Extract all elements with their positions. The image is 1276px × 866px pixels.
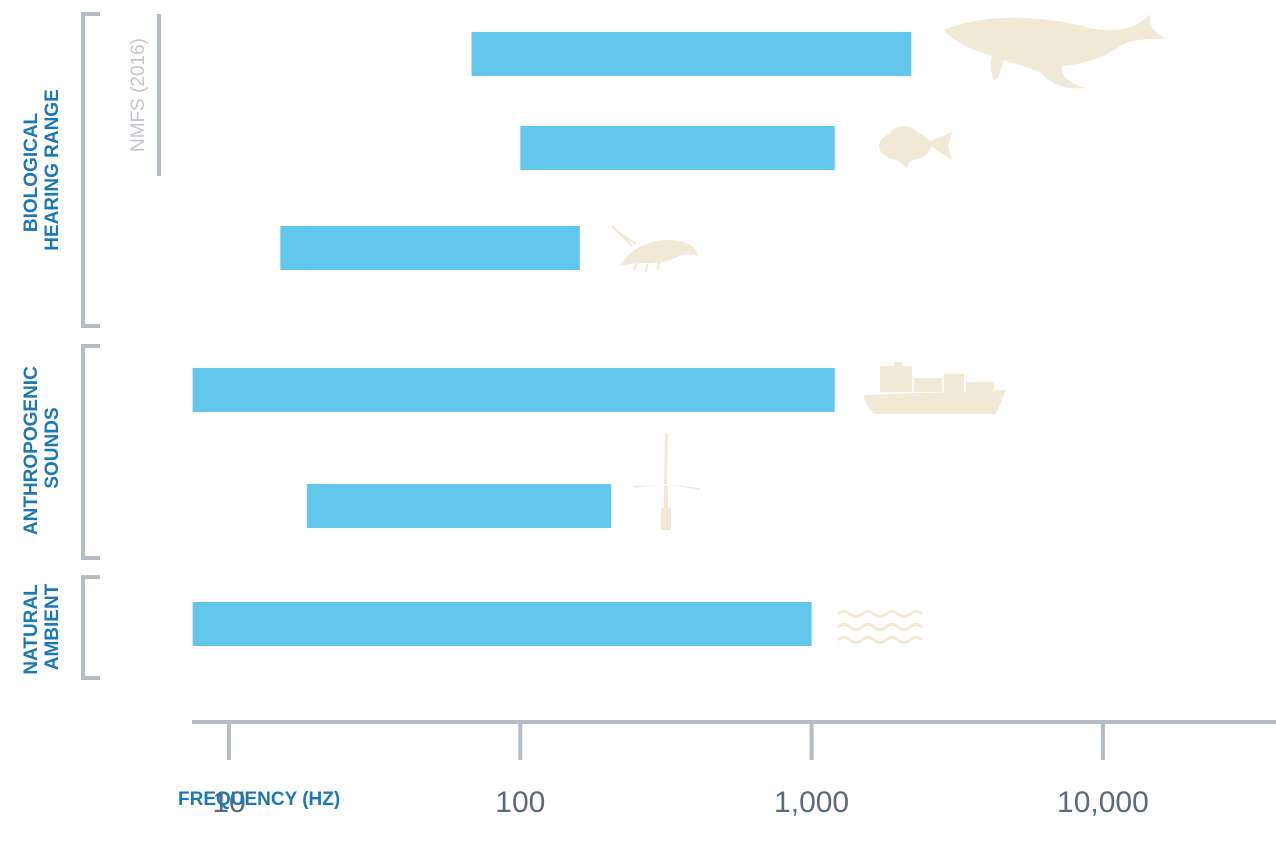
ship-icon (864, 362, 1006, 414)
x-axis: 10 100 1,000 10,000 (192, 720, 1276, 819)
whale-icon (944, 14, 1166, 89)
group-label-line: SOUNDS (42, 407, 63, 488)
group-label-line: HEARING RANGE (42, 89, 63, 251)
fish-icon (879, 126, 952, 168)
x-tick-label: 10,000 (1057, 786, 1149, 819)
x-axis-title: FREQUENCY (HZ) (178, 789, 340, 810)
x-tick-label: 10 (212, 786, 245, 819)
range-bar-ship (192, 368, 835, 412)
group-label-line: NATURAL (21, 584, 42, 675)
range-bar-fish (520, 126, 835, 170)
wind-turbine-icon (634, 432, 700, 530)
x-tick-label: 100 (495, 786, 545, 819)
range-bar-wind-turbine (306, 484, 612, 528)
range-bar-waves (192, 602, 812, 646)
group-label-anthropogenic: ANTHROPOGENIC SOUNDS (21, 361, 63, 535)
icons (611, 14, 1166, 644)
group-label-line: ANTHROPOGENIC (21, 366, 42, 535)
group-label-line: AMBIENT (42, 583, 63, 670)
range-bar-whale (471, 32, 912, 76)
x-tick-label: 1,000 (774, 786, 849, 819)
range-bar-shrimp (280, 226, 580, 270)
group-labels: BIOLOGICAL HEARING RANGE ANTHROPOGENIC S… (21, 89, 63, 674)
group-label-natural: NATURAL AMBIENT (21, 579, 63, 674)
group-label-biological: BIOLOGICAL HEARING RANGE (21, 89, 63, 251)
bracket-anthropogenic (81, 344, 100, 560)
bars (192, 32, 912, 646)
bracket-natural (81, 575, 100, 680)
group-brackets (81, 12, 100, 680)
bracket-biological (81, 12, 100, 328)
shrimp-icon (611, 225, 698, 273)
group-label-line: BIOLOGICAL (21, 112, 42, 232)
source-note: NMFS (2016) (128, 38, 149, 152)
waves-icon (837, 610, 923, 644)
